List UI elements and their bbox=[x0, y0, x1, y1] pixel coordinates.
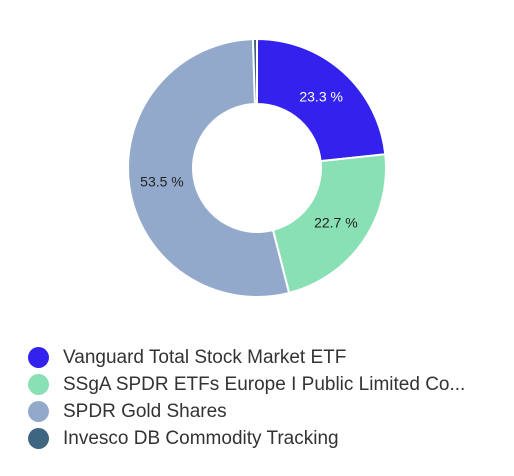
donut-slices bbox=[127, 37, 387, 298]
donut-slice-3[interactable] bbox=[251, 37, 258, 106]
donut-slice-labels: 23.3 % 22.7 % 53.5 % bbox=[140, 89, 358, 231]
donut-slice-2[interactable] bbox=[127, 38, 291, 298]
legend-swatch-icon bbox=[28, 374, 49, 395]
donut-slice-label-0: 23.3 % bbox=[299, 89, 343, 105]
legend-label: Invesco DB Commodity Tracking bbox=[63, 427, 339, 449]
donut-slice-label-1: 22.7 % bbox=[314, 215, 358, 231]
legend-item-0[interactable]: Vanguard Total Stock Market ETF bbox=[28, 344, 498, 371]
legend-label: SSgA SPDR ETFs Europe I Public Limited C… bbox=[63, 373, 466, 395]
legend-swatch-icon bbox=[28, 428, 49, 449]
legend-swatch-icon bbox=[28, 347, 49, 368]
legend-label: Vanguard Total Stock Market ETF bbox=[63, 346, 347, 368]
donut-chart: 23.3 % 22.7 % 53.5 % bbox=[127, 37, 387, 298]
legend-label: SPDR Gold Shares bbox=[63, 400, 227, 422]
legend-item-1[interactable]: SSgA SPDR ETFs Europe I Public Limited C… bbox=[28, 371, 498, 398]
legend-item-2[interactable]: SPDR Gold Shares bbox=[28, 398, 498, 425]
donut-slice-1[interactable] bbox=[271, 153, 387, 295]
legend-item-3[interactable]: Invesco DB Commodity Tracking bbox=[28, 425, 498, 452]
donut-slice-0[interactable] bbox=[256, 37, 387, 163]
chart-legend: Vanguard Total Stock Market ETF SSgA SPDR… bbox=[28, 344, 498, 452]
legend-swatch-icon bbox=[28, 401, 49, 422]
donut-slice-label-2: 53.5 % bbox=[140, 174, 184, 190]
